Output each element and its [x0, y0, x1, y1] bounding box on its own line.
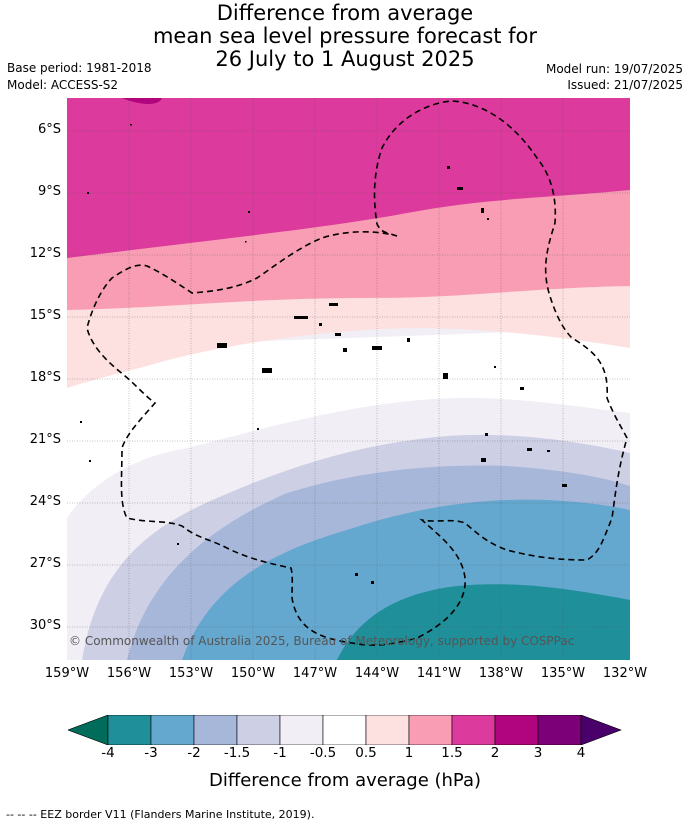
- colorbar-swatch: [537, 715, 582, 745]
- lon-tick-label: 138°W: [478, 666, 524, 681]
- eez-border: [86, 100, 628, 646]
- colorbar-tick-label: -3: [144, 745, 158, 761]
- lon-tick-label: 141°W: [416, 666, 462, 681]
- lon-tick-label: 147°W: [292, 666, 338, 681]
- lat-tick-label: 21°S: [29, 432, 61, 447]
- colorbar-swatch: [193, 715, 238, 745]
- colorbar-swatch: [494, 715, 539, 745]
- colorbar-tick-label: -2: [187, 745, 201, 761]
- colorbar-tick-label: -0.5: [309, 745, 337, 761]
- colorbar-swatch: [322, 715, 367, 745]
- lon-tick-label: 156°W: [106, 666, 152, 681]
- colorbar-swatch: [150, 715, 195, 745]
- colorbar-swatch: [408, 715, 453, 745]
- band-pos15: [67, 98, 630, 258]
- lat-tick-label: 18°S: [29, 370, 61, 385]
- copyright-note: © Commonwealth of Australia 2025, Bureau…: [69, 634, 575, 648]
- base-period: Base period: 1981-2018: [7, 61, 152, 75]
- colorbar-swatch: [451, 715, 496, 745]
- colorbar-tick-label: 4: [576, 745, 586, 761]
- title-line-1: Difference from average: [216, 1, 474, 25]
- model-run: Model run: 19/07/2025: [545, 62, 683, 76]
- lat-tick-label: 27°S: [29, 556, 61, 571]
- lon-tick-label: 135°W: [540, 666, 586, 681]
- issued-date: Issued: 21/07/2025: [567, 78, 683, 92]
- colorbar-tick-label: 1.5: [441, 745, 463, 761]
- lat-tick-label: 6°S: [37, 122, 61, 137]
- lat-tick-label: 9°S: [37, 184, 61, 199]
- colorbar-extend-low: [68, 715, 109, 745]
- colorbar-swatch: [107, 715, 152, 745]
- lat-tick-label: 15°S: [29, 308, 61, 323]
- pressure-anomaly-map: [67, 98, 630, 660]
- title-line-3: 26 July to 1 August 2025: [215, 47, 475, 71]
- colorbar-tick-label: 2: [490, 745, 500, 761]
- eez-footer-note: -- -- -- EEZ border V11 (Flanders Marine…: [6, 808, 315, 821]
- colorbar-extend-high: [580, 715, 622, 745]
- colorbar-tick-label: -4: [101, 745, 115, 761]
- band-pos2-patch: [122, 98, 162, 104]
- lon-tick-label: 153°W: [168, 666, 214, 681]
- colorbar-swatch: [236, 715, 281, 745]
- colorbar-tick-label: -1: [273, 745, 287, 761]
- lat-tick-label: 24°S: [29, 494, 61, 509]
- band-neg05: [67, 328, 630, 518]
- lon-tick-label: 144°W: [354, 666, 400, 681]
- colorbar-tick-label: 3: [533, 745, 543, 761]
- lat-tick-label: 12°S: [29, 246, 61, 261]
- lon-tick-label: 132°W: [602, 666, 648, 681]
- colorbar-tick-label: 1: [404, 745, 414, 761]
- lon-tick-label: 159°W: [44, 666, 90, 681]
- lat-tick-label: 30°S: [29, 618, 61, 633]
- island-markers: [80, 124, 567, 584]
- colorbar: [68, 715, 622, 745]
- colorbar-title: Difference from average (hPa): [208, 770, 482, 791]
- title-line-2: mean sea level pressure forecast for: [152, 24, 538, 48]
- colorbar-tick-label: -1.5: [223, 745, 251, 761]
- band-neg4: [337, 584, 630, 660]
- lon-tick-label: 150°W: [230, 666, 276, 681]
- colorbar-swatch: [279, 715, 324, 745]
- colorbar-tick-label: 0.5: [355, 745, 377, 761]
- colorbar-swatch: [365, 715, 410, 745]
- model-name: Model: ACCESS-S2: [7, 78, 119, 92]
